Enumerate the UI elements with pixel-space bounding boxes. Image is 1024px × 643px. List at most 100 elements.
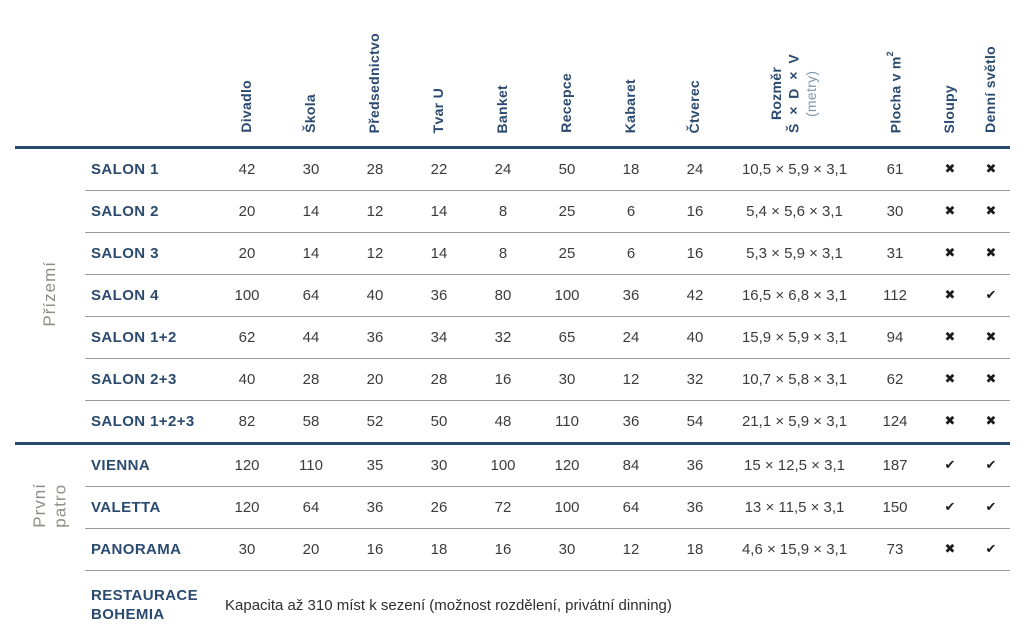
capacity-value: 62 bbox=[215, 316, 279, 359]
capacity-value: 22 bbox=[407, 147, 471, 191]
table-body: Přízemí SALON 1 42 30 28 22 24 50 18 24 10,5 × 5,9… bbox=[15, 147, 1010, 571]
room-column-spacer bbox=[85, 0, 215, 149]
capacity-value: 36 bbox=[599, 400, 663, 445]
floor-spacer bbox=[15, 571, 85, 640]
capacity-value: 34 bbox=[407, 316, 471, 359]
cross-icon: ✖ bbox=[944, 246, 956, 261]
capacity-value: 28 bbox=[279, 358, 343, 401]
column-header-label: Plocha v m2 bbox=[884, 50, 904, 133]
capacity-value: 72 bbox=[471, 486, 535, 529]
capacity-value: 84 bbox=[599, 443, 663, 487]
capacity-value: 50 bbox=[535, 147, 599, 191]
floor-label-text: První patro bbox=[29, 483, 69, 529]
capacity-value: 100 bbox=[215, 274, 279, 317]
capacity-value: 48 bbox=[471, 400, 535, 445]
capacity-value: 40 bbox=[343, 274, 407, 317]
capacity-value: 100 bbox=[535, 486, 599, 529]
dimension-value: 4,6 × 15,9 × 3,1 bbox=[727, 528, 862, 571]
cross-icon: ✖ bbox=[985, 414, 997, 429]
capacity-value: 36 bbox=[599, 274, 663, 317]
capacity-value: 14 bbox=[407, 190, 471, 233]
area-value: 124 bbox=[862, 400, 928, 445]
capacity-table: Divadlo Škola Předsednictvo Tvar U Banket Rec… bbox=[15, 0, 1010, 639]
room-name: SALON 1+2+3 bbox=[85, 400, 215, 445]
capacity-value: 100 bbox=[535, 274, 599, 317]
column-header-label: Předsednictvo bbox=[366, 32, 383, 133]
table-row-salon-2-3: SALON 2+3 40 28 20 28 16 30 12 32 10,7 × 5,8 × 3,… bbox=[15, 358, 1010, 401]
capacity-value: 16 bbox=[471, 358, 535, 401]
capacity-value: 30 bbox=[535, 358, 599, 401]
capacity-value: 18 bbox=[599, 147, 663, 191]
capacity-value: 26 bbox=[407, 486, 471, 529]
column-header-label: Rozměr Š × D × V (metry) bbox=[768, 53, 820, 133]
columns-mark: ✖ bbox=[928, 358, 972, 401]
header-row: Divadlo Škola Předsednictvo Tvar U Banket Rec… bbox=[15, 0, 1010, 149]
capacity-value: 32 bbox=[663, 358, 727, 401]
capacity-value: 36 bbox=[343, 486, 407, 529]
capacity-value: 52 bbox=[343, 400, 407, 445]
capacity-value: 6 bbox=[599, 190, 663, 233]
restaurant-description: Kapacita až 310 míst k sezení (možnost r… bbox=[225, 596, 672, 614]
column-header-predsednictvo: Předsednictvo bbox=[343, 0, 407, 149]
cross-icon: ✖ bbox=[985, 330, 997, 345]
daylight-mark: ✔ bbox=[972, 443, 1010, 487]
area-value: 31 bbox=[862, 232, 928, 275]
capacity-value: 64 bbox=[279, 274, 343, 317]
capacity-value: 30 bbox=[279, 147, 343, 191]
restaurant-row: RESTAURACE BOHEMIA Kapacita až 310 míst … bbox=[15, 571, 1010, 640]
capacity-value: 100 bbox=[471, 443, 535, 487]
capacity-value: 18 bbox=[407, 528, 471, 571]
restaurant-name: RESTAURACE BOHEMIA bbox=[85, 571, 215, 640]
table-head: Divadlo Škola Předsednictvo Tvar U Banket Rec… bbox=[15, 0, 1010, 149]
dimension-value: 5,4 × 5,6 × 3,1 bbox=[727, 190, 862, 233]
area-value: 112 bbox=[862, 274, 928, 317]
dimension-value: 21,1 × 5,9 × 3,1 bbox=[727, 400, 862, 445]
check-icon: ✔ bbox=[944, 458, 956, 473]
column-header-label: Čtverec bbox=[686, 79, 703, 133]
table-row-salon-2: SALON 2 20 14 12 14 8 25 6 16 5,4 × 5,6 × 3,1 30 ✖ ✖ bbox=[15, 190, 1010, 233]
dimension-value: 13 × 11,5 × 3,1 bbox=[727, 486, 862, 529]
capacity-value: 12 bbox=[343, 190, 407, 233]
room-name: SALON 2 bbox=[85, 190, 215, 233]
table-foot: RESTAURACE BOHEMIA Kapacita až 310 míst … bbox=[15, 571, 1010, 640]
columns-mark: ✔ bbox=[928, 486, 972, 529]
columns-mark: ✖ bbox=[928, 190, 972, 233]
check-icon: ✔ bbox=[985, 500, 997, 515]
table-row-valetta: VALETTA 120 64 36 26 72 100 64 36 13 × 11,5 × 3,1… bbox=[15, 486, 1010, 529]
capacity-value: 120 bbox=[215, 443, 279, 487]
capacity-value: 12 bbox=[343, 232, 407, 275]
column-header-label: Škola bbox=[302, 94, 319, 133]
cross-icon: ✖ bbox=[944, 414, 956, 429]
daylight-mark: ✖ bbox=[972, 400, 1010, 445]
check-icon: ✔ bbox=[944, 500, 956, 515]
dimension-value: 15,9 × 5,9 × 3,1 bbox=[727, 316, 862, 359]
cross-icon: ✖ bbox=[985, 204, 997, 219]
capacity-value: 24 bbox=[471, 147, 535, 191]
capacity-value: 16 bbox=[343, 528, 407, 571]
capacity-value: 14 bbox=[279, 190, 343, 233]
capacity-value: 64 bbox=[599, 486, 663, 529]
capacity-value: 30 bbox=[535, 528, 599, 571]
capacity-value: 36 bbox=[663, 486, 727, 529]
capacity-value: 16 bbox=[663, 232, 727, 275]
daylight-mark: ✔ bbox=[972, 528, 1010, 571]
capacity-value: 8 bbox=[471, 190, 535, 233]
capacity-value: 20 bbox=[215, 190, 279, 233]
cross-icon: ✖ bbox=[944, 542, 956, 557]
capacity-value: 36 bbox=[663, 443, 727, 487]
capacity-value: 80 bbox=[471, 274, 535, 317]
cross-icon: ✖ bbox=[985, 246, 997, 261]
floor-label-prvni-patro: První patro bbox=[15, 444, 85, 571]
daylight-mark: ✖ bbox=[972, 190, 1010, 233]
capacity-value: 28 bbox=[343, 147, 407, 191]
column-header-sloupy: Sloupy bbox=[928, 0, 972, 149]
capacity-value: 110 bbox=[279, 443, 343, 487]
column-header-recepce: Recepce bbox=[535, 0, 599, 149]
column-header-plocha: Plocha v m2 bbox=[862, 0, 928, 149]
capacity-value: 36 bbox=[407, 274, 471, 317]
table-row-panorama: PANORAMA 30 20 16 18 16 30 12 18 4,6 × 15,9 × 3,1… bbox=[15, 528, 1010, 571]
check-icon: ✔ bbox=[985, 542, 997, 557]
capacity-value: 64 bbox=[279, 486, 343, 529]
room-name: VALETTA bbox=[85, 486, 215, 529]
floor-label-text: Přízemí bbox=[39, 260, 59, 327]
